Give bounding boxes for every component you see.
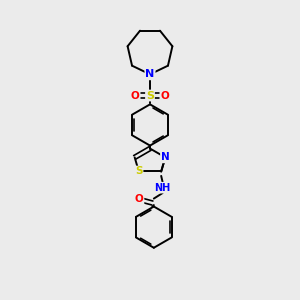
Text: O: O [135,194,143,205]
Text: S: S [135,167,142,176]
Text: N: N [161,152,170,162]
Text: O: O [131,91,140,100]
Text: S: S [146,91,154,100]
Text: O: O [160,91,169,100]
Text: N: N [146,69,154,79]
Text: NH: NH [154,183,171,193]
